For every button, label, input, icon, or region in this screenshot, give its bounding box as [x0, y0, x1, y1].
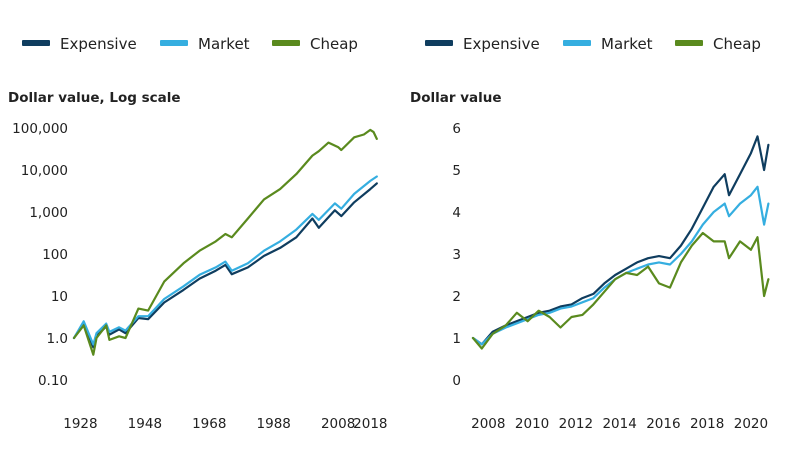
legend-label-cheap: Cheap	[713, 35, 761, 53]
left-y-tick-label: 100	[42, 247, 68, 263]
left-x-tick-label: 2018	[353, 416, 387, 432]
right-y-tick-label: 3	[452, 247, 461, 263]
legend-label-market: Market	[601, 35, 653, 53]
legend-label-expensive: Expensive	[60, 35, 137, 53]
left-y-ticks: 0.10 1.0 10 100 1,000 10,000 100,000	[12, 121, 68, 389]
right-y-tick-label: 2	[452, 289, 461, 305]
right-x-tick-label: 2010	[515, 416, 549, 432]
right-series-line-expensive	[471, 135, 770, 346]
left-legend: Expensive Market Cheap	[22, 35, 358, 53]
right-x-tick-label: 2014	[602, 416, 636, 432]
left-y-tick-label: 100,000	[12, 121, 68, 137]
right-x-tick-label: 2016	[646, 416, 680, 432]
legend-label-market: Market	[198, 35, 250, 53]
left-x-tick-label: 1928	[63, 416, 97, 432]
legend-swatch-cheap	[272, 40, 300, 46]
left-series-line-market	[72, 175, 378, 346]
left-series-line-cheap	[72, 128, 378, 356]
left-y-tick-label: 10,000	[21, 163, 68, 179]
right-y-tick-label: 1	[452, 331, 461, 347]
left-y-tick-label: 10	[51, 289, 68, 305]
right-plot-lines	[471, 135, 770, 350]
left-y-tick-label: 1.0	[47, 331, 68, 347]
legend-swatch-expensive	[22, 40, 50, 46]
right-series-line-cheap	[471, 231, 770, 350]
legend-label-cheap: Cheap	[310, 35, 358, 53]
right-x-tick-label: 2012	[559, 416, 593, 432]
left-y-axis-label: Dollar value, Log scale	[8, 90, 181, 106]
right-x-ticks: 2008 2010 2012 2014 2016 2018 2020	[471, 416, 768, 432]
right-chart: Expensive Market Cheap Dollar value 0 1 2 3…	[410, 35, 770, 432]
left-plot-lines	[72, 128, 378, 356]
right-y-tick-label: 6	[452, 121, 461, 137]
legend-swatch-cheap	[675, 40, 703, 46]
right-y-tick-label: 0	[452, 373, 461, 389]
right-x-tick-label: 2020	[734, 416, 768, 432]
right-y-tick-label: 5	[452, 163, 461, 179]
left-x-tick-label: 2008	[321, 416, 355, 432]
left-y-tick-label: 1,000	[29, 205, 68, 221]
left-chart: Expensive Market Cheap Dollar value, Log…	[8, 35, 388, 432]
right-x-tick-label: 2008	[471, 416, 505, 432]
left-x-tick-label: 1968	[192, 416, 226, 432]
left-y-tick-label: 0.10	[38, 373, 68, 389]
legend-swatch-market	[160, 40, 188, 46]
legend-label-expensive: Expensive	[463, 35, 540, 53]
right-x-tick-label: 2018	[690, 416, 724, 432]
right-y-axis-label: Dollar value	[410, 90, 502, 106]
legend-swatch-market	[563, 40, 591, 46]
legend-swatch-expensive	[425, 40, 453, 46]
right-y-ticks: 0 1 2 3 4 5 6	[452, 121, 461, 389]
left-x-tick-label: 1948	[128, 416, 162, 432]
right-y-tick-label: 4	[452, 205, 461, 221]
left-x-tick-label: 1988	[257, 416, 291, 432]
right-legend: Expensive Market Cheap	[425, 35, 761, 53]
